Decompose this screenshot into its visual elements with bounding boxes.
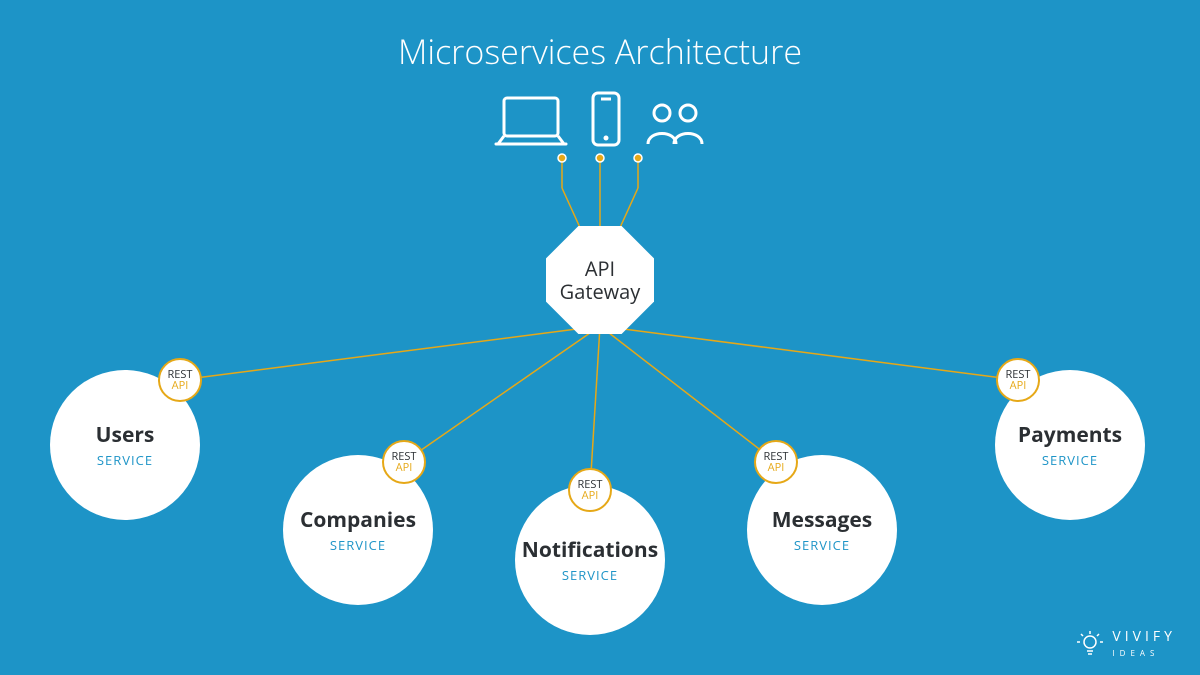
service-sublabel: SERVICE [562,566,618,584]
service-name: Payments [1018,421,1122,449]
rest-api-badge: RESTAPI [754,440,798,484]
api-gateway-label: API Gateway [560,257,641,303]
service-name: Messages [772,506,872,534]
laptop-icon [494,94,568,153]
rest-api-badge: RESTAPI [382,440,426,484]
badge-line2: API [1010,380,1027,391]
rest-api-badge: RESTAPI [568,468,612,512]
brand-logo: VIVIFY IDEAS [1076,627,1176,659]
diagram-title: Microservices Architecture [0,28,1200,74]
api-gateway-label-l1: API [560,257,641,280]
service-sublabel: SERVICE [97,451,153,469]
badge-line2: API [582,490,599,501]
service-sublabel: SERVICE [1042,451,1098,469]
rest-api-badge: RESTAPI [158,358,202,402]
api-gateway-node: API Gateway [546,226,654,334]
badge-line2: API [768,462,785,473]
diagram-canvas: Microservices Architecture [0,0,1200,675]
phone-icon [590,90,622,153]
service-name: Companies [300,506,416,534]
rest-api-badge: RESTAPI [996,358,1040,402]
lightbulb-icon [1076,629,1104,657]
service-sublabel: SERVICE [794,536,850,554]
badge-line2: API [396,462,413,473]
client-icons-row [494,90,706,153]
logo-subtext: IDEAS [1112,648,1176,659]
service-sublabel: SERVICE [330,536,386,554]
logo-text: VIVIFY [1112,627,1176,646]
users-icon [644,100,706,153]
api-gateway-label-l2: Gateway [560,280,641,303]
service-name: Users [96,421,155,449]
service-name: Notifications [522,536,658,564]
badge-line2: API [172,380,189,391]
